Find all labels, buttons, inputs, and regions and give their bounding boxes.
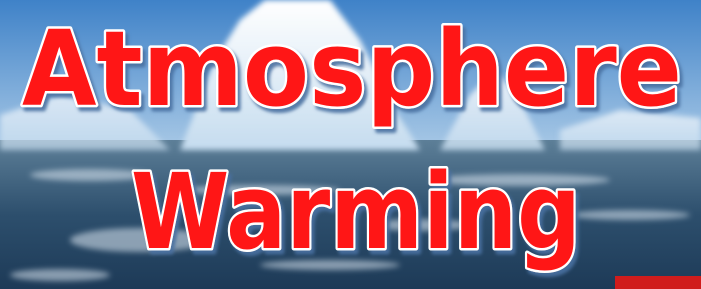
slide: Atmosphere Warming <box>0 0 701 289</box>
corner-tab <box>615 276 701 289</box>
headline-line-2: Warming <box>131 151 581 273</box>
headline-line-1: Atmosphere <box>22 8 682 130</box>
